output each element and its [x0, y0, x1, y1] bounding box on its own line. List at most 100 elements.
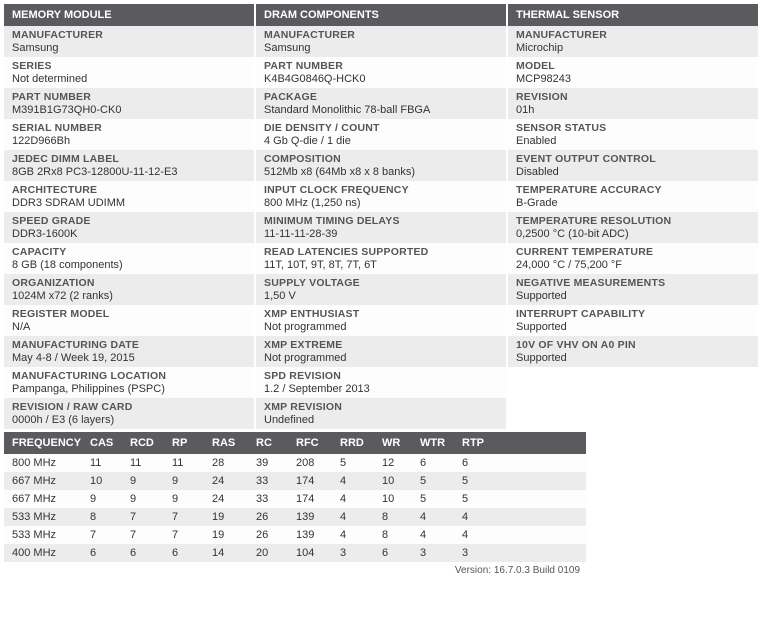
column-header: MEMORY MODULE — [4, 4, 254, 26]
field-label: TEMPERATURE ACCURACY — [516, 184, 750, 196]
field-label: SERIAL NUMBER — [12, 122, 246, 134]
timing-cell: 400 MHz — [12, 547, 90, 559]
timing-cell: 7 — [172, 511, 212, 523]
field-value: May 4-8 / Week 19, 2015 — [12, 352, 246, 364]
timing-cell: 6 — [420, 457, 462, 469]
info-columns: MEMORY MODULEMANUFACTURERSamsungSERIESNo… — [4, 4, 758, 429]
column-header: DRAM COMPONENTS — [256, 4, 506, 26]
info-row: JEDEC DIMM LABEL8GB 2Rx8 PC3-12800U-11-1… — [4, 150, 254, 181]
timing-row: 533 MHz87719261394844 — [4, 508, 586, 526]
info-row: SERIAL NUMBER122D966Bh — [4, 119, 254, 150]
timing-cell: 208 — [296, 457, 340, 469]
field-label: ARCHITECTURE — [12, 184, 246, 196]
field-value: Samsung — [12, 42, 246, 54]
timing-cell: 9 — [90, 493, 130, 505]
timing-col-header: WTR — [420, 437, 462, 449]
timing-col-header: WR — [382, 437, 420, 449]
info-row: REVISION01h — [508, 88, 758, 119]
timing-cell: 8 — [90, 511, 130, 523]
info-row: ARCHITECTUREDDR3 SDRAM UDIMM — [4, 181, 254, 212]
timing-cell: 33 — [256, 475, 296, 487]
timing-cell: 139 — [296, 511, 340, 523]
field-label: XMP REVISION — [264, 401, 498, 413]
info-row: SUPPLY VOLTAGE1,50 V — [256, 274, 506, 305]
info-row: SPEED GRADEDDR3-1600K — [4, 212, 254, 243]
timing-row: 667 MHz1099243317441055 — [4, 472, 586, 490]
timing-cell: 9 — [130, 493, 172, 505]
timing-cell: 24 — [212, 475, 256, 487]
field-label: REGISTER MODEL — [12, 308, 246, 320]
timing-cell: 139 — [296, 529, 340, 541]
info-row: READ LATENCIES SUPPORTED11T, 10T, 9T, 8T… — [256, 243, 506, 274]
timing-col-header: RRD — [340, 437, 382, 449]
info-column: DRAM COMPONENTSMANUFACTURERSamsungPART N… — [256, 4, 506, 429]
timing-col-header: RCD — [130, 437, 172, 449]
info-row: XMP REVISIONUndefined — [256, 398, 506, 429]
field-value: 1.2 / September 2013 — [264, 383, 498, 395]
field-value: Disabled — [516, 166, 750, 178]
timing-cell: 3 — [340, 547, 382, 559]
field-value: M391B1G73QH0-CK0 — [12, 104, 246, 116]
field-value: Pampanga, Philippines (PSPC) — [12, 383, 246, 395]
field-value: B-Grade — [516, 197, 750, 209]
timing-cell: 5 — [462, 475, 500, 487]
field-value: 1,50 V — [264, 290, 498, 302]
timing-col-header: CAS — [90, 437, 130, 449]
info-row: PART NUMBERK4B4G0846Q-HCK0 — [256, 57, 506, 88]
timing-cell: 174 — [296, 493, 340, 505]
timing-header-row: FREQUENCYCASRCDRPRASRCRFCRRDWRWTRRTP — [4, 432, 586, 454]
field-value: Microchip — [516, 42, 750, 54]
timing-cell: 12 — [382, 457, 420, 469]
timing-cell: 3 — [462, 547, 500, 559]
timing-cell: 6 — [382, 547, 420, 559]
timing-cell: 26 — [256, 511, 296, 523]
field-label: ORGANIZATION — [12, 277, 246, 289]
info-row: PART NUMBERM391B1G73QH0-CK0 — [4, 88, 254, 119]
info-row: MANUFACTURERSamsung — [4, 26, 254, 57]
info-row: XMP ENTHUSIASTNot programmed — [256, 305, 506, 336]
field-label: COMPOSITION — [264, 153, 498, 165]
info-row: CAPACITY8 GB (18 components) — [4, 243, 254, 274]
timing-cell: 7 — [172, 529, 212, 541]
timing-cell: 174 — [296, 475, 340, 487]
info-row: XMP EXTREMENot programmed — [256, 336, 506, 367]
timing-cell: 533 MHz — [12, 529, 90, 541]
timing-cell: 39 — [256, 457, 296, 469]
timing-cell: 5 — [420, 475, 462, 487]
timing-cell: 10 — [382, 475, 420, 487]
field-value: Samsung — [264, 42, 498, 54]
timing-row: 667 MHz999243317441055 — [4, 490, 586, 508]
field-value: 01h — [516, 104, 750, 116]
field-label: SENSOR STATUS — [516, 122, 750, 134]
timing-cell: 4 — [340, 493, 382, 505]
info-row: MANUFACTURING DATEMay 4-8 / Week 19, 201… — [4, 336, 254, 367]
field-label: PART NUMBER — [12, 91, 246, 103]
column-header: THERMAL SENSOR — [508, 4, 758, 26]
field-value: 24,000 °C / 75,200 °F — [516, 259, 750, 271]
field-value: 0000h / E3 (6 layers) — [12, 414, 246, 426]
info-row: PACKAGEStandard Monolithic 78-ball FBGA — [256, 88, 506, 119]
timing-cell: 28 — [212, 457, 256, 469]
info-row: INTERRUPT CAPABILITYSupported — [508, 305, 758, 336]
field-label: SUPPLY VOLTAGE — [264, 277, 498, 289]
field-value: Not programmed — [264, 352, 498, 364]
timing-cell: 8 — [382, 511, 420, 523]
field-value: N/A — [12, 321, 246, 333]
timing-cell: 9 — [172, 475, 212, 487]
field-value: 122D966Bh — [12, 135, 246, 147]
info-row: MANUFACTURERMicrochip — [508, 26, 758, 57]
field-value: K4B4G0846Q-HCK0 — [264, 73, 498, 85]
field-label: EVENT OUTPUT CONTROL — [516, 153, 750, 165]
timing-cell: 4 — [340, 511, 382, 523]
timing-cell: 3 — [420, 547, 462, 559]
timing-col-header: RP — [172, 437, 212, 449]
field-label: REVISION — [516, 91, 750, 103]
field-label: MINIMUM TIMING DELAYS — [264, 215, 498, 227]
timing-col-header: FREQUENCY — [12, 437, 90, 449]
timing-cell: 667 MHz — [12, 493, 90, 505]
info-row: CURRENT TEMPERATURE24,000 °C / 75,200 °F — [508, 243, 758, 274]
field-label: INPUT CLOCK FREQUENCY — [264, 184, 498, 196]
timing-cell: 11 — [172, 457, 212, 469]
field-value: DDR3-1600K — [12, 228, 246, 240]
timing-cell: 33 — [256, 493, 296, 505]
